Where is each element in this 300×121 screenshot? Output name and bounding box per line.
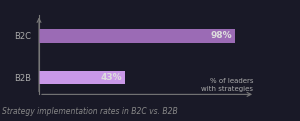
Text: Strategy implementation rates in B2C vs. B2B: Strategy implementation rates in B2C vs.… xyxy=(2,107,178,116)
Text: 43%: 43% xyxy=(100,73,122,82)
Text: 98%: 98% xyxy=(210,31,232,40)
Text: % of leaders
with strategies: % of leaders with strategies xyxy=(201,78,253,92)
Bar xyxy=(39,71,125,84)
Bar xyxy=(39,29,235,42)
